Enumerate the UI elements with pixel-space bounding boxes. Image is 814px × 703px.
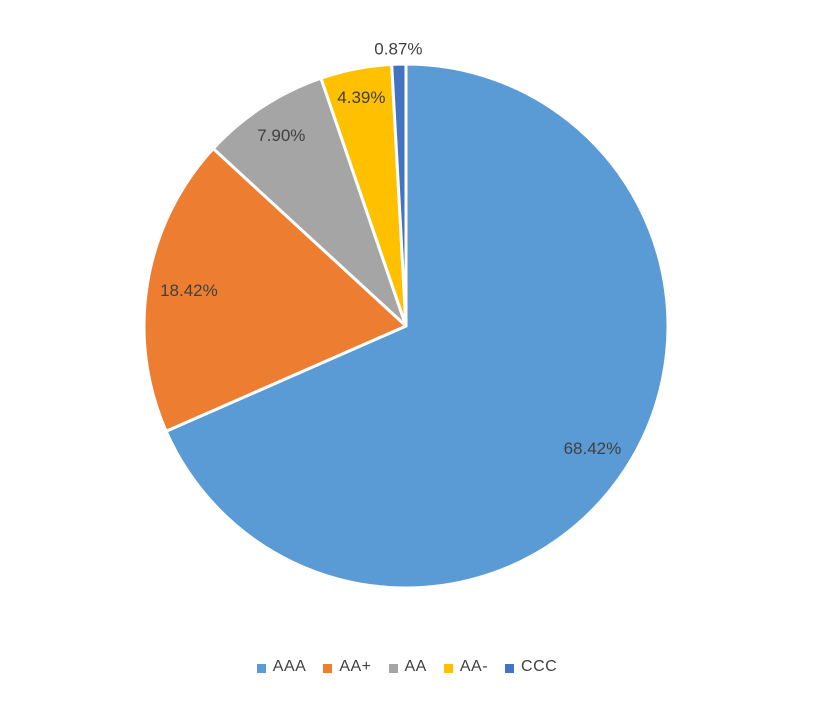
legend-item-aaa: AAA	[256, 658, 307, 675]
legend-label-aa-: AA-	[459, 658, 489, 675]
legend-marker-aa-	[443, 663, 453, 673]
pie-slice-ccc	[390, 62, 408, 328]
legend-item-ccc: CCC	[505, 659, 557, 675]
legend-item-aa+: AA+	[323, 659, 371, 675]
pie-slice-aa	[211, 76, 408, 328]
data-label-aa-: 4.39%	[337, 88, 385, 107]
data-label-aa: 7.90%	[257, 126, 305, 145]
legend-label-aaa: AAA	[272, 658, 307, 675]
pie-slice-aaa	[164, 62, 670, 590]
legend-marker-aaa	[256, 663, 266, 673]
legend-item-aa-: AA-	[443, 658, 489, 675]
legend-item-aa: AA	[388, 658, 427, 675]
legend-marker-aa+	[323, 663, 333, 673]
legend-label-ccc: CCC	[521, 658, 558, 675]
legend-label-aa: AA	[404, 658, 427, 675]
pie-slice-aa+	[142, 147, 408, 433]
data-label-ccc: 0.87%	[374, 39, 422, 58]
legend-label-aa+: AA+	[339, 658, 372, 675]
legend-marker-aa	[388, 663, 398, 673]
legend: AAA AA+ AA AA- CCC	[0, 652, 814, 682]
legend-marker-ccc	[505, 663, 515, 673]
data-label-aa+: 18.42%	[160, 281, 218, 300]
pie-slices-group	[142, 62, 670, 590]
data-labels-group: 68.42% 18.42% 7.90% 4.39% 0.87%	[160, 39, 621, 457]
data-label-aaa: 68.42%	[564, 439, 622, 458]
